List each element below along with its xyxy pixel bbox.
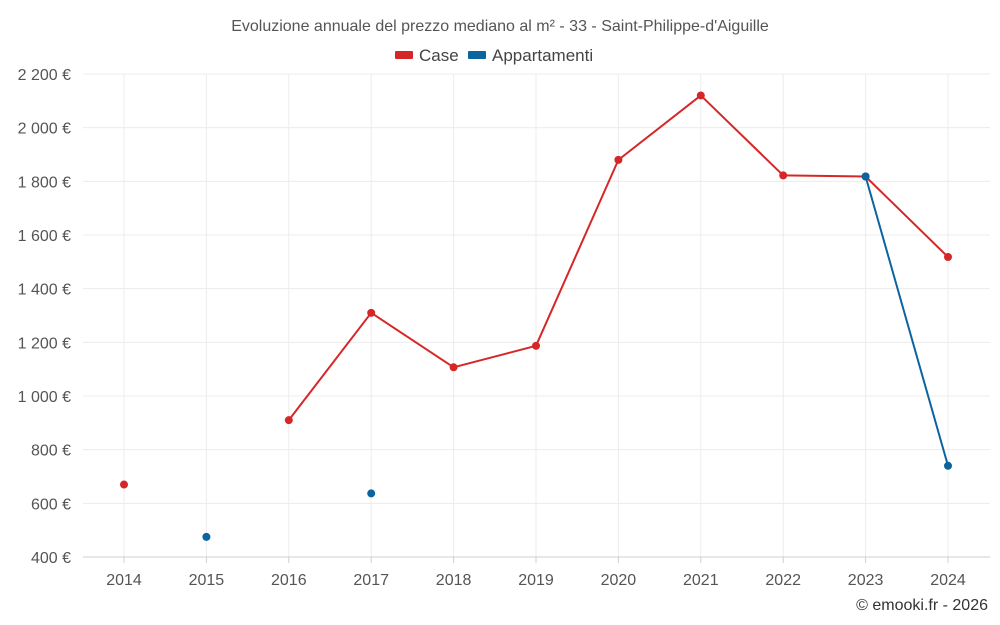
data-point-case[interactable] xyxy=(284,416,293,425)
data-point-case[interactable] xyxy=(696,91,705,100)
y-tick-label: 1 400 € xyxy=(18,282,71,299)
y-tick-label: 1 800 € xyxy=(18,174,71,191)
line-segment-case xyxy=(535,158,620,347)
series-appartamenti xyxy=(202,172,952,541)
data-point-case[interactable] xyxy=(944,253,952,262)
y-tick-label: 800 € xyxy=(31,443,71,460)
data-point-appartamenti[interactable] xyxy=(367,489,376,498)
y-tick-label: 1 200 € xyxy=(18,335,71,352)
x-tick-label: 2015 xyxy=(189,572,225,589)
legend-swatch-case xyxy=(395,51,413,59)
y-tick-label: 1 000 € xyxy=(18,389,71,406)
data-point-appartamenti[interactable] xyxy=(861,172,870,181)
y-tick-label: 2 200 € xyxy=(18,67,71,84)
y-tick-label: 600 € xyxy=(31,496,71,513)
x-axis: 2014 2015 2016 2017 2018 2019 2020 2021 2022 2023… xyxy=(83,556,990,589)
series-layer xyxy=(120,91,952,541)
legend-label-appartamenti: Appartamenti xyxy=(492,46,593,65)
data-point-case[interactable] xyxy=(532,341,540,350)
line-segment-appartamenti xyxy=(864,175,949,467)
data-point-appartamenti[interactable] xyxy=(944,461,952,470)
chart-title: Evoluzione annuale del prezzo mediano al… xyxy=(231,18,769,35)
line-segment-case xyxy=(370,311,455,369)
x-tick-label: 2014 xyxy=(106,572,142,589)
x-tick-label: 2016 xyxy=(271,572,307,589)
x-tick-label: 2017 xyxy=(353,572,389,589)
series-case xyxy=(120,91,952,489)
y-tick-label: 2 000 € xyxy=(18,121,71,138)
line-segment-case xyxy=(287,311,373,422)
legend: Case Appartamenti xyxy=(395,46,593,65)
legend-item-appartamenti[interactable]: Appartamenti xyxy=(468,46,593,65)
line-segment-case xyxy=(864,175,949,259)
gridlines xyxy=(83,73,990,558)
line-segment-case xyxy=(699,94,785,177)
x-tick-label: 2019 xyxy=(518,572,554,589)
line-segment-case xyxy=(452,344,537,369)
y-axis: 400 € 600 € 800 € 1 000 € 1 200 € 1 400 € 1 60… xyxy=(18,67,71,567)
x-tick-label: 2021 xyxy=(683,572,719,589)
legend-label-case: Case xyxy=(419,46,459,65)
data-point-case[interactable] xyxy=(120,480,128,489)
line-segment-case xyxy=(782,174,867,178)
x-tick-label: 2024 xyxy=(930,572,966,589)
data-point-case[interactable] xyxy=(367,308,376,317)
y-tick-label: 1 600 € xyxy=(18,228,71,245)
x-tick-label: 2023 xyxy=(848,572,884,589)
data-point-appartamenti[interactable] xyxy=(202,532,211,541)
data-point-case[interactable] xyxy=(779,171,788,180)
legend-swatch-appartamenti xyxy=(468,51,486,59)
data-point-case[interactable] xyxy=(614,155,623,164)
line-segment-case xyxy=(617,94,702,161)
x-tick-label: 2018 xyxy=(436,572,472,589)
y-tick-label: 400 € xyxy=(31,550,71,567)
x-tick-label: 2020 xyxy=(601,572,637,589)
data-point-case[interactable] xyxy=(449,363,458,372)
credit: © emooki.fr - 2026 xyxy=(856,597,988,614)
legend-item-case[interactable]: Case xyxy=(395,46,459,65)
x-tick-label: 2022 xyxy=(765,572,801,589)
